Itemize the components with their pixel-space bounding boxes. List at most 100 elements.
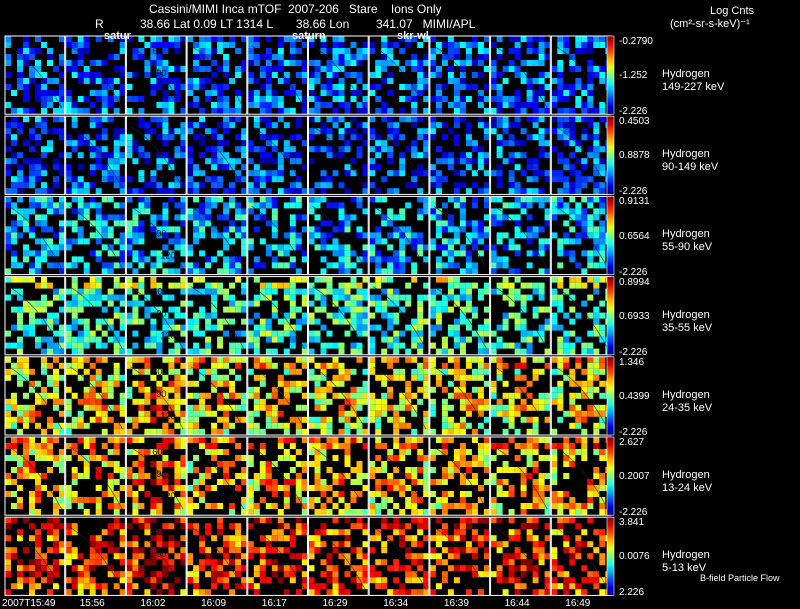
heatmap-cell: [223, 541, 230, 548]
heatmap-cell: [344, 553, 351, 560]
panel-frame: [65, 276, 126, 356]
heatmap-cell: [77, 164, 84, 171]
heatmap-cell: [405, 398, 412, 405]
heatmap-cell: [53, 503, 59, 509]
heatmap-cell: [314, 529, 321, 536]
heatmap-cell: [41, 553, 47, 560]
heatmap-cell: [447, 78, 454, 84]
heatmap-cell: [520, 140, 527, 147]
heatmap-cell: [465, 362, 472, 369]
heatmap-cell: [168, 182, 175, 189]
heatmap-cell: [235, 134, 242, 141]
heatmap-cell: [338, 60, 345, 66]
heatmap-cell: [429, 356, 436, 363]
heatmap-cell: [314, 497, 321, 503]
heatmap-cell: [447, 66, 454, 72]
heatmap-cell: [223, 238, 230, 245]
heatmap-cell: [119, 220, 126, 227]
heatmap-cell: [520, 318, 527, 325]
heatmap-cell: [29, 318, 35, 325]
heatmap-cell: [575, 404, 582, 411]
heatmap-cell: [205, 158, 212, 165]
heatmap-cell: [17, 473, 23, 479]
heatmap-cell: [11, 449, 17, 455]
heatmap-cell: [119, 422, 126, 429]
heatmap-cell: [65, 244, 72, 251]
heatmap-cell: [405, 386, 412, 393]
heatmap-cell: [435, 220, 442, 227]
heatmap-cell: [502, 479, 509, 485]
heatmap-cell: [259, 565, 266, 572]
heatmap-cell: [217, 36, 224, 42]
heatmap-cell: [199, 182, 206, 189]
heatmap-cell: [77, 497, 84, 503]
heatmap-cell: [483, 398, 490, 405]
heatmap-cell: [399, 529, 406, 536]
heatmap-cell: [465, 220, 472, 227]
heatmap-cell: [399, 541, 406, 548]
heatmap-cell: [83, 455, 90, 461]
heatmap-cell: [113, 571, 120, 578]
contour-line: [8, 45, 63, 109]
heatmap-cell: [563, 108, 570, 114]
heatmap-cell: [156, 60, 163, 66]
heatmap-cell: [289, 146, 296, 153]
heatmap-cell: [338, 404, 345, 411]
heatmap-cell: [11, 122, 17, 129]
heatmap-cell: [483, 282, 490, 289]
heatmap-cell: [526, 348, 533, 355]
heatmap-cell: [119, 374, 126, 381]
heatmap-cell: [83, 509, 90, 515]
heatmap-cell: [465, 467, 472, 473]
heatmap-cell: [326, 232, 333, 239]
heatmap-cell: [65, 577, 72, 584]
heatmap-cell: [174, 90, 181, 96]
heatmap-cell: [405, 449, 412, 455]
heatmap-cell: [265, 188, 272, 195]
heatmap-cell: [557, 202, 564, 209]
heatmap-cell: [344, 164, 351, 171]
heatmap-cell: [71, 182, 78, 189]
heatmap-cell: [465, 250, 472, 257]
heatmap-cell: [180, 84, 187, 90]
heatmap-cell: [295, 122, 302, 129]
heatmap-cell: [11, 404, 17, 411]
heatmap-cell: [132, 535, 139, 542]
heatmap-cell: [538, 306, 545, 313]
heatmap-cell: [326, 342, 333, 349]
heatmap-cell: [11, 158, 17, 165]
heatmap-cell: [483, 529, 490, 536]
heatmap-cell: [308, 208, 315, 215]
heatmap-cell: [223, 449, 230, 455]
heatmap-cell: [199, 565, 206, 572]
heatmap-cell: [435, 170, 442, 177]
heatmap-cell: [477, 238, 484, 245]
heatmap-cell: [471, 220, 478, 227]
heatmap-cell: [369, 48, 376, 54]
heatmap-cell: [217, 565, 224, 572]
heatmap-cell: [187, 577, 194, 584]
heatmap-cell: [187, 497, 194, 503]
heatmap-cell: [453, 250, 460, 257]
heatmap-cell: [320, 170, 327, 177]
heatmap-cell: [205, 368, 212, 375]
heatmap-cell: [563, 176, 570, 183]
heatmap-cell: [259, 547, 266, 554]
heatmap-cell: [253, 42, 260, 48]
heatmap-cell: [53, 250, 59, 257]
heatmap-cell: [283, 108, 290, 114]
heatmap-cell: [174, 422, 181, 429]
heatmap-cell: [107, 214, 114, 221]
heatmap-cell: [453, 226, 460, 233]
heatmap-cell: [180, 208, 187, 215]
heatmap-cell: [71, 577, 78, 584]
heatmap-cell: [119, 250, 126, 257]
heatmap-cell: [11, 140, 17, 147]
heatmap-cell: [113, 380, 120, 387]
heatmap-cell: [447, 330, 454, 337]
heatmap-cell: [211, 232, 218, 239]
heatmap-cell: [211, 571, 218, 578]
heatmap-cell: [502, 416, 509, 423]
heatmap-cell: [471, 36, 478, 42]
heatmap-cell: [259, 467, 266, 473]
